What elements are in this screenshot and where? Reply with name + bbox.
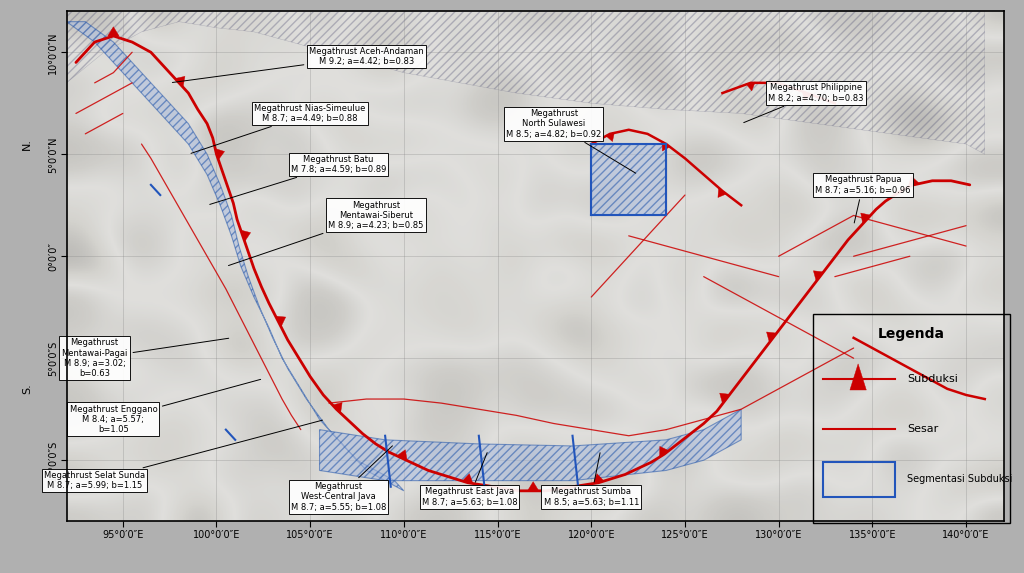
Text: Megathrust
Mentawai-Pagai
M 8.9; a=3.02;
b=0.63: Megathrust Mentawai-Pagai M 8.9; a=3.02;… — [61, 338, 228, 378]
Text: Segmentasi Subduksi: Segmentasi Subduksi — [907, 474, 1013, 484]
Text: N.: N. — [23, 138, 32, 150]
Polygon shape — [215, 148, 224, 160]
Polygon shape — [745, 82, 755, 91]
Text: S.: S. — [23, 383, 32, 394]
Polygon shape — [332, 402, 342, 413]
Polygon shape — [803, 92, 811, 101]
Text: Megathrust Philippine
M 8.2; a=4.70; b=0.83: Megathrust Philippine M 8.2; a=4.70; b=0… — [743, 83, 864, 123]
Polygon shape — [659, 446, 669, 457]
Text: Megathrust East Java
M 8.7; a=5.63; b=1.08: Megathrust East Java M 8.7; a=5.63; b=1.… — [422, 453, 517, 507]
Polygon shape — [67, 22, 403, 491]
Polygon shape — [593, 474, 604, 484]
Text: Megathrust Enggano
M 8.4; a=5.57;
b=1.05: Megathrust Enggano M 8.4; a=5.57; b=1.05 — [70, 379, 261, 434]
Text: Megathrust Aceh-Andaman
M 9.2; a=4.42; b=0.83: Megathrust Aceh-Andaman M 9.2; a=4.42; b… — [172, 46, 424, 83]
Polygon shape — [462, 474, 473, 484]
Polygon shape — [397, 450, 408, 461]
Text: Megathrust Nias-Simeulue
M 8.7; a=4.49; b=0.88: Megathrust Nias-Simeulue M 8.7; a=4.49; … — [191, 104, 366, 154]
Text: Megathrust Selat Sunda
M 8.7; a=5.99; b=1.15: Megathrust Selat Sunda M 8.7; a=5.99; b=… — [44, 420, 323, 490]
Polygon shape — [319, 409, 741, 481]
Text: Megathrust Papua
M 8.7; a=5.16; b=0.96: Megathrust Papua M 8.7; a=5.16; b=0.96 — [815, 175, 910, 223]
Polygon shape — [275, 316, 286, 327]
Bar — [823, 462, 895, 497]
Polygon shape — [591, 144, 667, 215]
Text: Sesar: Sesar — [907, 424, 939, 434]
Polygon shape — [527, 482, 539, 491]
Polygon shape — [850, 364, 866, 390]
Polygon shape — [908, 176, 919, 187]
Polygon shape — [605, 132, 614, 142]
Polygon shape — [767, 332, 776, 343]
Polygon shape — [175, 76, 185, 87]
Polygon shape — [861, 213, 870, 224]
Polygon shape — [663, 142, 671, 151]
Polygon shape — [108, 27, 119, 36]
Text: Megathrust
North Sulawesi
M 8.5; a=4.82; b=0.92: Megathrust North Sulawesi M 8.5; a=4.82;… — [506, 109, 636, 173]
Polygon shape — [813, 271, 823, 281]
Text: Megathrust
West-Central Java
M 8.7; a=5.55; b=1.08: Megathrust West-Central Java M 8.7; a=5.… — [291, 446, 392, 512]
Text: Megathrust
Mentawai-Siberut
M 8.9; a=4.23; b=0.85: Megathrust Mentawai-Siberut M 8.9; a=4.2… — [228, 201, 424, 265]
Text: Megathrust Sumba
M 8.5; a=5.63; b=1.11: Megathrust Sumba M 8.5; a=5.63; b=1.11 — [544, 453, 639, 507]
Text: Megathrust Batu
M 7.8; a=4.59; b=0.89: Megathrust Batu M 7.8; a=4.59; b=0.89 — [210, 155, 386, 205]
Polygon shape — [718, 188, 726, 198]
Polygon shape — [241, 230, 251, 242]
Text: Legenda: Legenda — [878, 327, 945, 341]
Polygon shape — [720, 393, 730, 404]
Text: Subduksi: Subduksi — [907, 374, 958, 384]
